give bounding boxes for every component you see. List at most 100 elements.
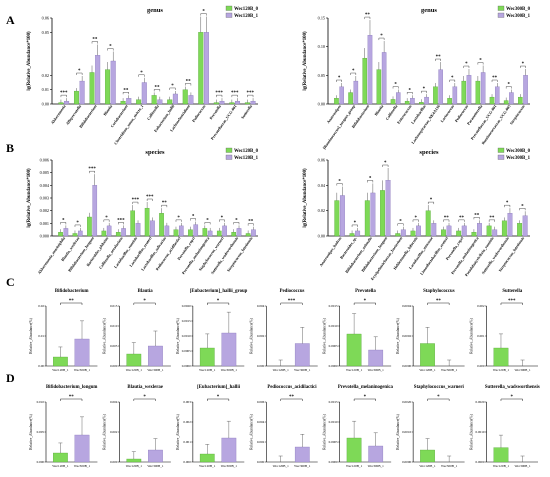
c-subplot-0-bar-wec120b_1 bbox=[53, 356, 68, 367]
b-left-sig-bracket bbox=[190, 218, 196, 221]
a-right-sig-label: * bbox=[352, 69, 355, 74]
b-left-ytick-label: 0.002 bbox=[40, 208, 49, 213]
d-subplot-0-bar-wec120b_1 bbox=[53, 452, 68, 463]
a-right-category-label: Lachnospiraceae_NK4A136 bbox=[411, 104, 441, 144]
a-right-bar-wec300b_0 bbox=[489, 96, 495, 105]
c-subplot-2-xtick-label: Wec120B_1 bbox=[199, 368, 216, 372]
d-subplot-2-ytick-label: 0.000 bbox=[183, 460, 191, 464]
c-subplot-5-bar-wec120b_1 bbox=[420, 343, 435, 367]
a-left-legend-label-1: Wec120B_1 bbox=[234, 14, 259, 19]
a-right-bar-wec300b_1 bbox=[381, 52, 387, 105]
a-right-legend-swatch-0 bbox=[497, 5, 505, 11]
a-left-bar-wec120b_0 bbox=[167, 99, 173, 105]
d-subplot-1-ylabel: Relative_Abundance(%) bbox=[102, 413, 106, 449]
a-right-bar-wec300b_0 bbox=[362, 57, 368, 105]
d-subplot-2-xtick-label: Wec120B_1 bbox=[199, 464, 216, 468]
c-subplot-1-bar-wec300b_1 bbox=[148, 345, 163, 367]
b-right-bar-wec300b_1 bbox=[461, 225, 467, 237]
a-left-category-label: Sutterella bbox=[241, 104, 254, 120]
b-left-sig-label: * bbox=[105, 216, 108, 221]
a-left-bar-wec120b_1 bbox=[79, 80, 85, 105]
a-left-bar-wec120b_1 bbox=[203, 32, 209, 105]
b-left-ytick-label: 0.000 bbox=[40, 234, 49, 239]
a-right-ytick-label: 0.05 bbox=[318, 73, 325, 78]
c-subplot-5-xtick-label: Wec120B_1 bbox=[419, 368, 436, 372]
a-left-bar-wec120b_1 bbox=[141, 82, 147, 105]
b-right-bar-wec300b_0 bbox=[334, 200, 340, 237]
b-right-ytick-label: 0.02 bbox=[318, 208, 325, 213]
a-left-category-label: Akkermansia bbox=[50, 104, 66, 125]
a-right-category-label: Collinsella bbox=[385, 104, 398, 121]
a-right-category-label: Lactococcus bbox=[440, 104, 455, 123]
c-subplot-2-sig-label: * bbox=[217, 299, 220, 304]
b-left-bar-wec120b_0 bbox=[58, 232, 63, 237]
a-right-bar-wec300b_1 bbox=[367, 35, 373, 105]
b-left-bar-wec120b_1 bbox=[251, 229, 256, 237]
d-subplot-5-sig-label: * bbox=[437, 395, 440, 400]
b-left-bar-wec120b_0 bbox=[87, 216, 92, 237]
a-right-sig-bracket bbox=[505, 86, 512, 89]
b-left-category-label: Pediococcus_acidilactici bbox=[155, 236, 182, 272]
a-left-category-label: Pediococcus bbox=[192, 104, 207, 123]
a-left-bar-wec120b_0 bbox=[120, 100, 126, 105]
c-subplot-6-sig-bracket bbox=[500, 302, 523, 305]
b-right-ytick-label: 0.00 bbox=[318, 234, 325, 239]
d-subplot-0-title: Bifidobacterium_longum bbox=[46, 385, 97, 390]
a-left-sig-label: *** bbox=[215, 91, 223, 96]
a-left-sig-bracket bbox=[107, 48, 114, 51]
c-subplot-5-xtick-label: Wec300B_1 bbox=[441, 368, 458, 372]
panel-letter-b: B bbox=[6, 141, 14, 155]
a-right-legend-swatch-1 bbox=[497, 12, 505, 18]
a-left-category-label: Prevotella bbox=[209, 104, 222, 120]
c-subplot-4-ylabel: Relative_Abundance(%) bbox=[323, 317, 327, 353]
a-left-sig-label: *** bbox=[60, 91, 68, 96]
d-subplot-2-ytick-label: 0.001 bbox=[183, 440, 191, 444]
a-left-sig-label: * bbox=[78, 69, 81, 74]
c-subplot-4-sig-bracket bbox=[353, 302, 376, 305]
a-right-bar-wec300b_1 bbox=[410, 98, 415, 105]
panel-letter-c: C bbox=[6, 275, 15, 289]
a-left-ytick-label: 0.05 bbox=[42, 30, 49, 35]
b-left-bar-wec120b_1 bbox=[63, 228, 69, 237]
b-right-bar-wec300b_0 bbox=[364, 200, 370, 237]
d-subplot-4-ytick-label: 0.0000 bbox=[329, 460, 338, 464]
a-left-bar-wec120b_1 bbox=[110, 60, 116, 105]
c-subplot-1-ytick-label: 0.005 bbox=[110, 344, 118, 348]
d-subplot-1-bar-wec300b_1 bbox=[148, 449, 163, 463]
b-left-bar-wec120b_0 bbox=[202, 228, 208, 237]
a-right-bar-wec300b_1 bbox=[452, 86, 458, 105]
d-subplot-1-ytick-label: 0.004 bbox=[110, 400, 118, 404]
c-subplot-6-ytick-label: 0.000 bbox=[477, 364, 485, 368]
d-subplot-0-sig-label: ** bbox=[69, 395, 75, 400]
b-left-bar-wec120b_0 bbox=[188, 229, 193, 237]
d-subplot-2-ytick-label: 0.003 bbox=[183, 400, 191, 404]
d-subplot-1-ytick-label: 0.002 bbox=[110, 430, 118, 434]
b-right-sig-bracket bbox=[519, 208, 526, 211]
b-right-category-label: Anaerostipes_hadrus bbox=[319, 236, 343, 267]
c-subplot-6-sig-label: *** bbox=[508, 299, 516, 304]
c-subplot-1-ytick-label: 0.015 bbox=[110, 304, 118, 308]
c-subplot-1-ylabel: Relative_Abundance(%) bbox=[102, 317, 106, 353]
d-subplot-6-ytick-label: 0.0010 bbox=[475, 430, 484, 434]
c-subplot-3-title: Pediococcus bbox=[280, 289, 305, 294]
c-subplot-4-ytick-label: 0.0015 bbox=[329, 304, 338, 308]
a-right-sig-label: ** bbox=[492, 76, 498, 81]
a-right-sig-label: * bbox=[479, 59, 482, 64]
d-subplot-5-title: Staphylococcus_warneri bbox=[414, 385, 465, 390]
b-left-ytick-label: 0.006 bbox=[40, 158, 49, 163]
a-left-sig-bracket bbox=[91, 41, 98, 44]
a-right-sig-bracket bbox=[463, 65, 470, 69]
a-left-category-label: Clostridium_sensu_stricto_1 bbox=[114, 104, 145, 145]
b-right-sig-label: * bbox=[399, 220, 402, 225]
c-subplot-5-ylabel: Relative_Abundance(%) bbox=[396, 317, 400, 353]
b-right-sig-bracket bbox=[367, 180, 374, 183]
c-subplot-3-ylabel: Relative_Abundance(%) bbox=[249, 317, 253, 353]
d-subplot-3-sig-label: ** bbox=[289, 395, 295, 400]
b-left-bar-wec120b_1 bbox=[207, 230, 213, 237]
a-left-bar-wec120b_0 bbox=[151, 95, 157, 105]
b-left-bar-wec120b_1 bbox=[77, 230, 83, 237]
b-right-sig-label: * bbox=[384, 161, 387, 166]
c-subplot-5-ytick-label: 0.0002 bbox=[402, 334, 411, 338]
b-right-bar-wec300b_1 bbox=[416, 225, 421, 237]
